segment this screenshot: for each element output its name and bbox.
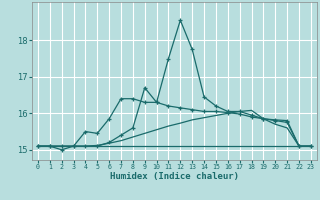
X-axis label: Humidex (Indice chaleur): Humidex (Indice chaleur): [110, 172, 239, 181]
